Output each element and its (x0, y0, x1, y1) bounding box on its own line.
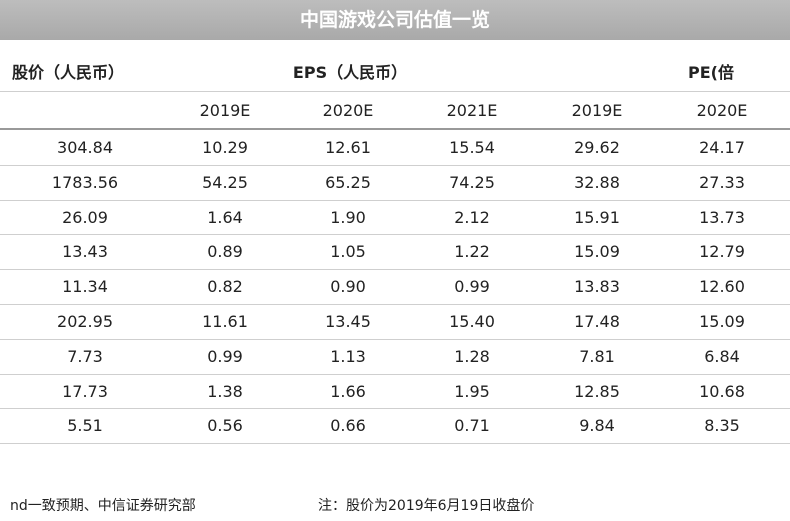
cell: 17.48 (574, 312, 620, 331)
column-header: 2019E (571, 101, 623, 120)
cell: 17.73 (62, 381, 108, 401)
cell: 0.71 (454, 416, 490, 436)
title-bar (0, 0, 790, 40)
cell: 202.95 (57, 312, 113, 331)
cell: 1.28 (454, 346, 490, 366)
cell: 12.79 (699, 242, 745, 262)
cell: 1783.56 (51, 172, 119, 192)
cell: 304.84 (57, 138, 113, 157)
cell: 54.25 (202, 172, 248, 192)
cell: 1.13 (330, 346, 366, 366)
cell: 24.17 (699, 138, 745, 157)
rule (0, 408, 790, 410)
cell: 0.99 (207, 346, 243, 366)
cell: 5.51 (67, 416, 103, 436)
cell: 10.68 (699, 381, 745, 401)
cell: 1.64 (207, 207, 243, 227)
cell: 11.61 (202, 312, 248, 331)
cell: 13.43 (62, 242, 108, 262)
rule (0, 128, 790, 130)
column-header: 2021E (446, 101, 498, 120)
cell: 15.91 (574, 207, 620, 227)
cell: 65.25 (325, 172, 371, 192)
cell: 11.34 (62, 277, 108, 297)
cell: 32.88 (574, 172, 620, 192)
cell: 7.81 (579, 346, 615, 366)
note: 注：股价为2019年6月19日收盘价 (318, 498, 535, 514)
cell: 0.90 (330, 277, 366, 297)
cell: 10.29 (202, 138, 248, 157)
cell: 12.85 (574, 381, 620, 401)
cell: 0.66 (330, 416, 366, 436)
cell: 9.84 (579, 416, 615, 436)
cell: 13.83 (574, 277, 620, 297)
rule (0, 269, 790, 271)
cell: 0.56 (207, 416, 243, 436)
cell: 1.90 (330, 207, 366, 227)
group-header: EPS（人民币） (292, 63, 408, 82)
cell: 12.60 (699, 277, 745, 297)
rule (0, 199, 790, 201)
cell: 1.38 (207, 381, 243, 401)
rule (0, 373, 790, 375)
group-header: PE(倍 (688, 63, 734, 82)
cell: 13.73 (699, 207, 745, 227)
group-header: 股价（人民币） (12, 63, 125, 82)
cell: 0.99 (454, 277, 490, 297)
cell: 0.82 (207, 277, 243, 297)
cell: 6.84 (704, 346, 740, 366)
rule (0, 338, 790, 340)
cell: 0.89 (207, 242, 243, 262)
cell: 13.45 (325, 312, 371, 331)
cell: 26.09 (62, 207, 108, 227)
cell: 12.61 (325, 138, 371, 157)
column-header: 2019E (199, 101, 251, 120)
source: nd一致预期、中信证券研究部 (10, 498, 196, 514)
cell: 74.25 (449, 172, 495, 192)
cell: 1.05 (330, 242, 366, 262)
cell: 29.62 (574, 138, 620, 157)
cell: 15.09 (699, 312, 745, 331)
rule (0, 91, 790, 92)
cell: 7.73 (67, 346, 103, 366)
cell: 1.22 (454, 242, 490, 262)
cell: 15.54 (449, 138, 495, 157)
rule (0, 234, 790, 236)
column-header: 2020E (322, 101, 374, 120)
cell: 27.33 (699, 172, 745, 192)
cell: 1.66 (330, 381, 366, 401)
cell: 1.95 (454, 381, 490, 401)
title: 中国游戏公司估值一览 (299, 9, 491, 31)
rule (0, 164, 790, 166)
cell: 15.09 (574, 242, 620, 262)
cell: 2.12 (454, 207, 490, 227)
cell: 8.35 (704, 416, 740, 436)
rule (0, 443, 790, 445)
cell: 15.40 (449, 312, 495, 331)
column-header: 2020E (696, 101, 748, 120)
rule (0, 304, 790, 305)
